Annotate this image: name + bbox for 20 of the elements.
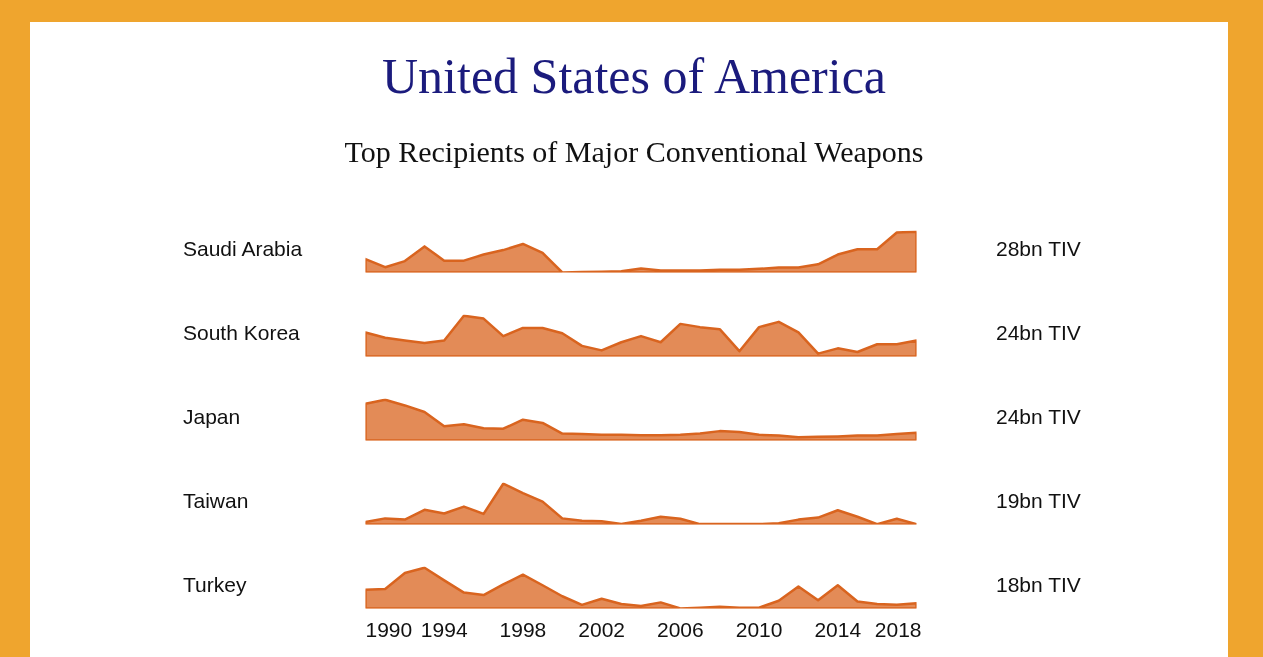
y-axis-title: Turkey [183,572,247,598]
x-tick-label: 1998 [499,617,547,641]
x-tick-label: 2006 [657,617,704,641]
text: 24bn TIV [996,404,1081,430]
x-tick-label: 2014 [814,617,862,641]
x-tick-label: 1994 [420,617,468,641]
x-tick-label: 2018 [874,617,922,641]
y-axis-title: South Korea [183,320,300,346]
x-tick-label: 2002 [578,617,625,641]
x-tick-label: 2010 [735,617,783,641]
text: 19bn TIV [996,488,1081,514]
text: 24bn TIV [996,320,1081,346]
y-axis-title: Saudi Arabia [183,236,303,262]
chart-subtitle: Top Recipients of Major Conventional Weapons [344,134,924,170]
text: 28bn TIV [996,236,1081,262]
chart-title: United States of America [381,47,887,106]
x-tick-label: 1990 [365,617,413,641]
y-axis-title: Japan [183,404,241,430]
y-axis-title: Taiwan [183,488,249,514]
text: 18bn TIV [996,572,1081,598]
